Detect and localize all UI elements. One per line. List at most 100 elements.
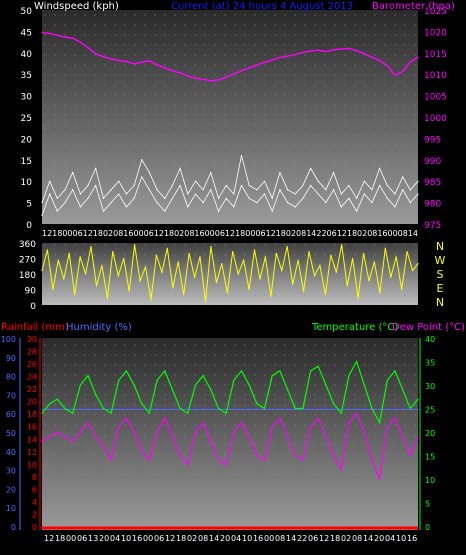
top-x-tick: 12	[42, 229, 52, 238]
barometer-series-point	[394, 74, 396, 76]
barometer-tick: 1025	[424, 7, 447, 17]
temperature-series-point	[202, 375, 204, 377]
temperature-series-point	[263, 407, 266, 410]
windspeed-series-point	[171, 197, 174, 199]
gust-series-point	[210, 172, 212, 174]
barometer-series-point	[133, 63, 135, 65]
wind-direction-series-point	[215, 282, 217, 284]
humidity-series-point	[379, 408, 381, 411]
humidity-tick: 10	[6, 504, 16, 513]
humidity-series-point	[56, 408, 58, 411]
wind-direction-series-point	[401, 288, 403, 291]
barometer-series-point	[356, 50, 358, 52]
dewpoint-series-point	[118, 426, 120, 428]
humidity-series-point	[210, 408, 212, 411]
dewpoint-series-point	[302, 459, 304, 461]
bottom-x-tick: 14	[286, 534, 296, 543]
windspeed-series-point	[302, 197, 304, 199]
bottom-x-tick: 10	[242, 534, 252, 543]
temperature-panel-dots	[42, 338, 418, 530]
rain-tick: 10	[27, 460, 37, 469]
barometer-series-point	[332, 49, 335, 51]
wind-direction-series-point	[177, 261, 179, 263]
barometer-series-point	[294, 53, 296, 56]
gust-series-point	[141, 159, 143, 161]
windspeed-series-point	[248, 197, 250, 199]
windspeed-series-point	[194, 193, 197, 195]
humidity-series-point	[202, 408, 204, 411]
barometer-series-point	[256, 64, 258, 66]
humidity-series-point	[356, 408, 358, 411]
windspeed-series-point	[256, 202, 258, 204]
dewpoint-series-point	[379, 478, 381, 480]
wind-direction-series-point	[68, 252, 70, 254]
humidity-series-point	[332, 408, 335, 411]
dewpoint-series-point	[309, 426, 312, 428]
windspeed-tick: 15	[21, 157, 32, 167]
windspeed-series-point	[87, 197, 89, 199]
dewpoint-series-point	[286, 436, 289, 438]
barometer-series-point	[164, 67, 166, 69]
wind-direction-series-point	[297, 259, 299, 261]
wind-direction-series-point	[74, 294, 76, 296]
windspeed-series-point	[279, 189, 281, 191]
barometer-tick: 975	[424, 221, 441, 231]
temperature-series-point	[248, 384, 250, 386]
temperature-tick: 10	[425, 476, 435, 485]
barometer-series-point	[79, 41, 81, 43]
top-x-tick: 18	[93, 229, 103, 238]
windspeed-tick: 50	[21, 7, 33, 17]
dewpoint-series-point	[56, 431, 58, 433]
wind-direction-series-point	[84, 273, 87, 275]
windspeed-tick: 25	[21, 114, 32, 124]
barometer-axis-title: Barometer (hpa)	[372, 1, 455, 12]
gust-series-point	[125, 193, 128, 195]
top-x-tick: 18	[164, 229, 174, 238]
windspeed-series-point	[371, 202, 373, 204]
wind-direction-series-point	[384, 247, 386, 249]
windspeed-series-point	[202, 202, 204, 204]
dewpoint-series-point	[394, 417, 396, 419]
humidity-tick: 0	[11, 523, 16, 532]
windspeed-series-point	[332, 189, 335, 191]
windspeed-tick: 45	[21, 28, 32, 38]
temperature-axis-title: Temperature (°C)	[311, 322, 398, 333]
wind-direction-series-point	[112, 251, 114, 253]
bottom-x-tick: 04	[110, 534, 120, 543]
barometer-series-point	[72, 37, 74, 39]
wind-direction-series-point	[406, 251, 408, 253]
rain-tick: 8	[32, 473, 37, 482]
dewpoint-series-point	[279, 417, 281, 419]
barometer-series-point	[279, 56, 281, 59]
windspeed-series	[41, 175, 419, 216]
gust-series-point	[309, 167, 312, 169]
temperature-series-point	[72, 412, 74, 414]
wind-direction-series-point	[357, 297, 359, 299]
windspeed-series-point	[110, 202, 112, 204]
barometer-series-point	[87, 47, 89, 49]
top-x-tick: 16	[377, 229, 387, 238]
wind-direction-series-point	[128, 290, 130, 292]
temperature-tick: 0	[425, 523, 430, 532]
barometer-series-point	[309, 50, 312, 52]
temperature-series-point	[271, 375, 273, 377]
wind-direction-series-point	[330, 254, 332, 256]
gust-series	[41, 155, 419, 203]
bottom-x-tick: 18	[330, 534, 340, 543]
top-x-tick: 00	[133, 229, 143, 238]
humidity-tick: 80	[6, 373, 16, 382]
bottom-x-tick: 18	[55, 534, 65, 543]
temperature-series-point	[332, 403, 335, 405]
humidity-series-point	[164, 408, 166, 411]
wind-direction-series-point	[390, 276, 392, 279]
dewpoint-series-point	[133, 431, 135, 433]
wind-direction-series-point	[352, 257, 354, 260]
bottom-x-tick: 16	[253, 534, 263, 543]
humidity-series-point	[286, 408, 289, 411]
dewpoint-series-point	[217, 459, 220, 461]
barometer-series-point	[210, 80, 212, 82]
windspeed-series-point	[271, 210, 273, 212]
gust-series-point	[156, 189, 158, 191]
wind-direction-series-point	[281, 269, 283, 272]
